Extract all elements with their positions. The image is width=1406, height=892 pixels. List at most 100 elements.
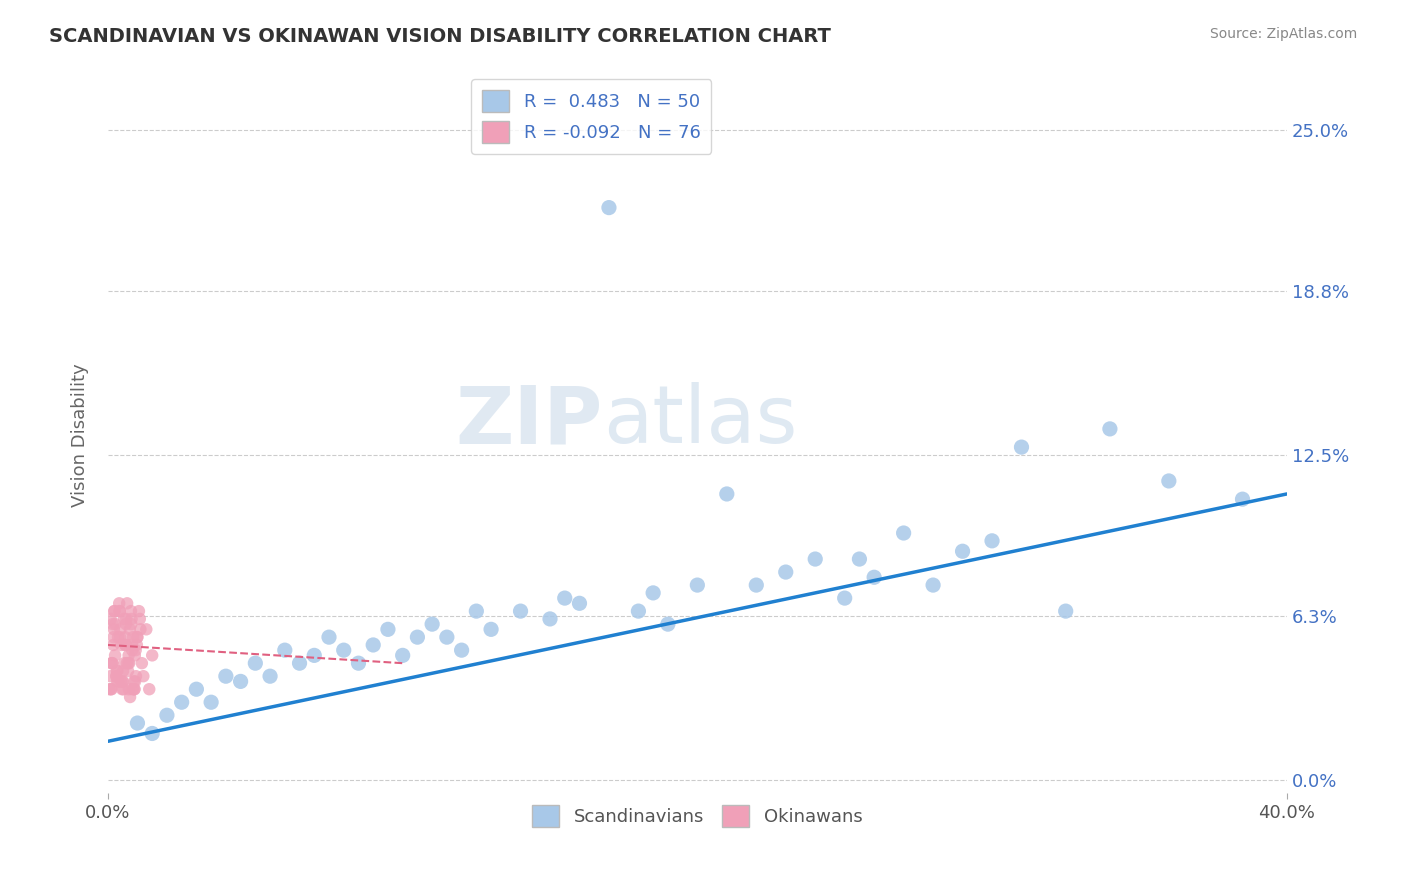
Point bbox=[361, 638, 384, 652]
Point bbox=[111, 674, 134, 689]
Point bbox=[509, 604, 531, 618]
Point bbox=[118, 623, 141, 637]
Point bbox=[120, 617, 142, 632]
Point bbox=[627, 604, 650, 618]
Point bbox=[127, 716, 149, 731]
Point bbox=[121, 682, 143, 697]
Point bbox=[229, 674, 252, 689]
Point bbox=[117, 656, 139, 670]
Point bbox=[568, 596, 591, 610]
Point bbox=[108, 596, 131, 610]
Point bbox=[125, 643, 148, 657]
Point bbox=[122, 674, 145, 689]
Point bbox=[101, 656, 124, 670]
Point bbox=[377, 623, 399, 637]
Point bbox=[745, 578, 768, 592]
Point bbox=[100, 682, 122, 697]
Point bbox=[112, 656, 135, 670]
Point bbox=[110, 674, 132, 689]
Point bbox=[922, 578, 945, 592]
Point bbox=[125, 669, 148, 683]
Point bbox=[863, 570, 886, 584]
Point bbox=[103, 623, 125, 637]
Point bbox=[111, 682, 134, 697]
Point bbox=[121, 638, 143, 652]
Point bbox=[643, 586, 665, 600]
Point bbox=[215, 669, 238, 683]
Point bbox=[848, 552, 870, 566]
Point bbox=[124, 648, 146, 663]
Point bbox=[138, 682, 160, 697]
Point bbox=[122, 630, 145, 644]
Point bbox=[98, 669, 121, 683]
Point bbox=[117, 648, 139, 663]
Point bbox=[101, 617, 124, 632]
Point bbox=[288, 656, 311, 670]
Point bbox=[107, 674, 129, 689]
Point bbox=[118, 656, 141, 670]
Point bbox=[104, 648, 127, 663]
Point bbox=[186, 682, 208, 697]
Point bbox=[103, 630, 125, 644]
Point bbox=[1157, 474, 1180, 488]
Point bbox=[108, 604, 131, 618]
Point bbox=[274, 643, 297, 657]
Point bbox=[893, 526, 915, 541]
Point bbox=[304, 648, 326, 663]
Point bbox=[598, 201, 620, 215]
Point bbox=[114, 638, 136, 652]
Point bbox=[141, 648, 163, 663]
Point bbox=[170, 695, 193, 709]
Point bbox=[125, 638, 148, 652]
Point bbox=[124, 682, 146, 697]
Point bbox=[420, 617, 443, 632]
Point bbox=[1054, 604, 1077, 618]
Point bbox=[259, 669, 281, 683]
Text: Source: ZipAtlas.com: Source: ZipAtlas.com bbox=[1209, 27, 1357, 41]
Point bbox=[657, 617, 679, 632]
Point bbox=[120, 604, 142, 618]
Point bbox=[834, 591, 856, 606]
Point bbox=[686, 578, 709, 592]
Point bbox=[122, 682, 145, 697]
Point bbox=[111, 674, 134, 689]
Point bbox=[100, 682, 122, 697]
Point bbox=[112, 612, 135, 626]
Point bbox=[465, 604, 488, 618]
Point bbox=[107, 664, 129, 678]
Point bbox=[108, 604, 131, 618]
Point bbox=[391, 648, 413, 663]
Point bbox=[111, 664, 134, 678]
Point bbox=[110, 623, 132, 637]
Point bbox=[103, 604, 125, 618]
Point bbox=[121, 612, 143, 626]
Legend: Scandinavians, Okinawans: Scandinavians, Okinawans bbox=[524, 798, 870, 834]
Point bbox=[775, 565, 797, 579]
Text: SCANDINAVIAN VS OKINAWAN VISION DISABILITY CORRELATION CHART: SCANDINAVIAN VS OKINAWAN VISION DISABILI… bbox=[49, 27, 831, 45]
Point bbox=[120, 690, 142, 704]
Point bbox=[128, 612, 150, 626]
Point bbox=[141, 726, 163, 740]
Point bbox=[115, 656, 138, 670]
Point bbox=[103, 638, 125, 652]
Point bbox=[129, 623, 152, 637]
Point bbox=[105, 669, 128, 683]
Point bbox=[105, 674, 128, 689]
Point bbox=[132, 669, 155, 683]
Text: ZIP: ZIP bbox=[456, 382, 603, 460]
Point bbox=[128, 604, 150, 618]
Point bbox=[110, 638, 132, 652]
Point bbox=[127, 630, 149, 644]
Point bbox=[114, 630, 136, 644]
Point bbox=[436, 630, 458, 644]
Point bbox=[332, 643, 354, 657]
Point bbox=[100, 612, 122, 626]
Point bbox=[200, 695, 222, 709]
Point bbox=[101, 656, 124, 670]
Y-axis label: Vision Disability: Vision Disability bbox=[72, 364, 89, 508]
Point bbox=[105, 669, 128, 683]
Point bbox=[1011, 440, 1033, 454]
Point bbox=[1232, 492, 1254, 507]
Point bbox=[98, 682, 121, 697]
Point bbox=[100, 656, 122, 670]
